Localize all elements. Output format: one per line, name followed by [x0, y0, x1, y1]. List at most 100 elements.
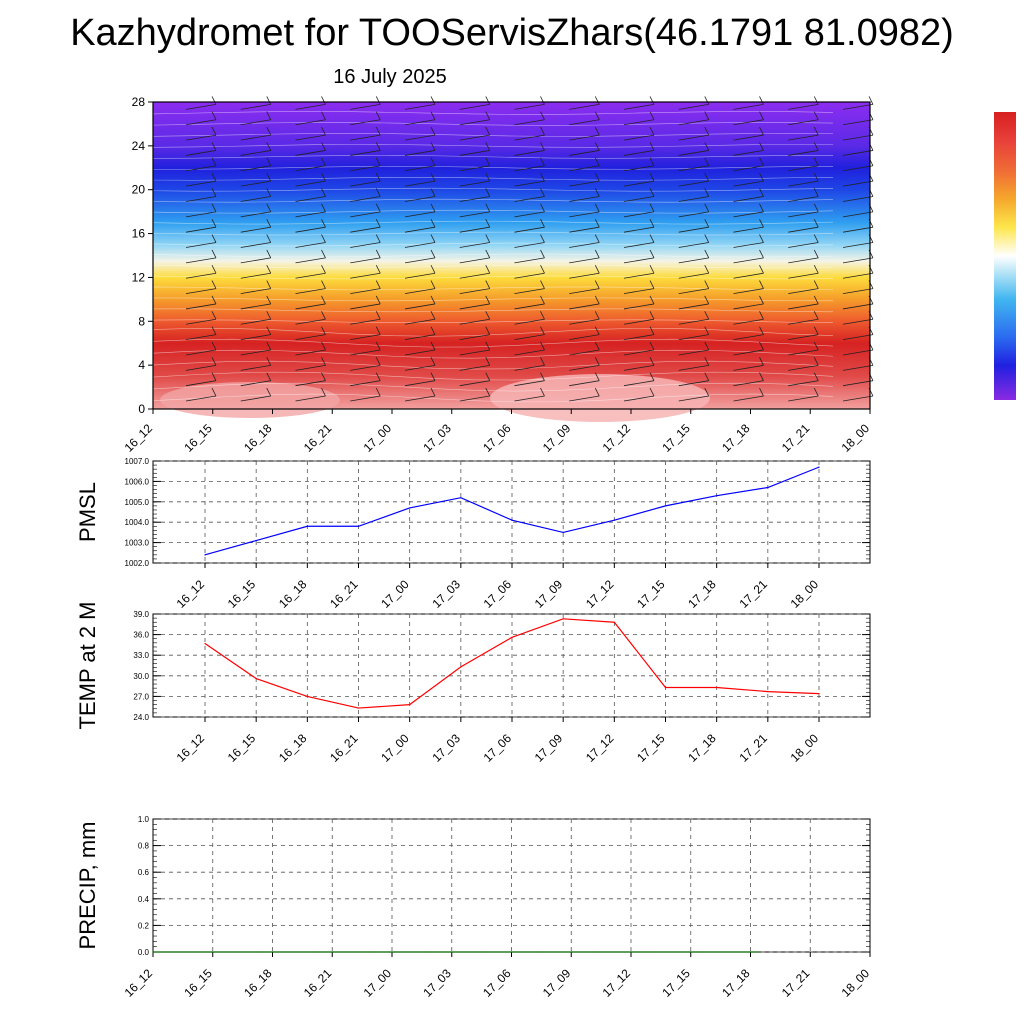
wind-barb	[459, 334, 490, 341]
data-point	[562, 531, 564, 534]
wind-barb	[678, 318, 709, 325]
wind-barb	[813, 280, 819, 289]
wind-barb	[404, 180, 436, 187]
wind-barb	[240, 288, 271, 294]
plot-frame	[152, 818, 871, 953]
x-tick-label: 17_12	[583, 731, 617, 765]
wind-barb	[321, 203, 326, 213]
x-tick-label: 16_12	[174, 731, 208, 765]
wind-barb	[459, 380, 490, 387]
wind-barb	[623, 380, 655, 387]
wind-barb	[321, 280, 326, 289]
wind-barb	[404, 349, 436, 356]
wind-barb	[375, 387, 381, 397]
wind-barb	[842, 303, 874, 310]
wind-barb	[733, 196, 764, 202]
wind-barb	[404, 380, 436, 387]
wind-barb	[240, 303, 271, 310]
wind-barb	[842, 364, 874, 371]
wind-barb	[704, 142, 710, 151]
x-tick-label: 17_12	[600, 421, 634, 455]
wind-barb	[514, 303, 545, 310]
wind-barb	[375, 219, 381, 228]
wind-barb	[266, 142, 272, 151]
wind-barb	[266, 311, 272, 320]
data-point	[716, 686, 718, 689]
wind-barb	[704, 157, 710, 166]
wind-barb	[842, 288, 874, 294]
wind-barb	[678, 349, 709, 356]
wind-barb	[842, 165, 874, 172]
wind-barb	[788, 211, 819, 218]
x-tick-label: 16_18	[241, 966, 275, 1000]
wind-barb	[295, 196, 326, 202]
wind-barb	[185, 150, 217, 156]
wind-barb	[459, 303, 490, 310]
wind-barb	[704, 219, 710, 228]
wind-barb	[375, 295, 381, 305]
wind-barb	[185, 196, 217, 202]
x-tick-label: 17_03	[429, 731, 463, 765]
wind-barb	[430, 203, 436, 213]
data-point	[317, 951, 319, 953]
y-tick-label: 0.2	[138, 921, 150, 930]
wind-barb	[375, 111, 381, 120]
wind-barb	[514, 364, 545, 371]
wind-barb	[295, 242, 326, 248]
wind-barb	[649, 341, 655, 351]
x-tick-label: 17_21	[736, 731, 770, 765]
wind-barb	[485, 126, 491, 136]
wind-barb	[430, 234, 436, 243]
wind-barb	[788, 257, 819, 264]
wind-barb	[266, 326, 272, 335]
wind-barb	[813, 142, 819, 151]
wind-barb	[623, 150, 655, 156]
wind-barb	[678, 303, 709, 310]
wind-barb	[404, 288, 436, 294]
wind-barb	[430, 372, 436, 381]
wind-barb	[240, 134, 271, 141]
y-tick-label: 1002.0	[125, 559, 150, 568]
wind-barb	[295, 226, 326, 233]
wind-barb	[514, 395, 545, 402]
wind-barb	[485, 219, 491, 228]
wind-barb	[623, 257, 655, 264]
wind-barb	[540, 326, 545, 335]
wind-barb	[266, 249, 272, 259]
wind-barb	[788, 380, 819, 387]
wind-barb	[759, 295, 764, 305]
wind-barb	[842, 380, 874, 387]
wind-barb	[266, 234, 272, 243]
wind-barb	[514, 103, 545, 110]
wind-barb	[759, 372, 764, 381]
y-tick-label: 39.0	[133, 610, 149, 619]
wind-barb	[678, 211, 709, 218]
wind-barb	[540, 219, 545, 228]
plot-frame	[152, 613, 871, 718]
wind-barb	[678, 226, 709, 233]
wind-barb	[211, 265, 217, 274]
wind-barb	[842, 257, 874, 264]
wind-barb	[321, 341, 326, 351]
wind-barb	[623, 103, 655, 110]
wind-barb	[240, 150, 271, 156]
wind-barb	[375, 341, 381, 351]
wind-barb	[733, 242, 764, 248]
wind-barb	[211, 280, 217, 289]
x-tick-label: 16_15	[225, 577, 259, 611]
wind-barb	[704, 234, 710, 243]
wind-barb	[759, 357, 764, 366]
wind-barb	[649, 295, 655, 305]
wind-barb	[788, 288, 819, 294]
x-tick-label: 17_15	[634, 577, 668, 611]
wind-barb	[295, 211, 326, 218]
wind-barb	[485, 234, 491, 243]
x-tick-label: 17_15	[659, 421, 693, 455]
wind-barb	[211, 157, 217, 166]
wind-barb	[540, 126, 545, 136]
contour-line	[152, 297, 834, 302]
wind-barb	[704, 357, 710, 366]
x-tick-label: 16_15	[181, 966, 215, 1000]
wind-barb	[404, 318, 436, 325]
wind-barb	[295, 349, 326, 356]
